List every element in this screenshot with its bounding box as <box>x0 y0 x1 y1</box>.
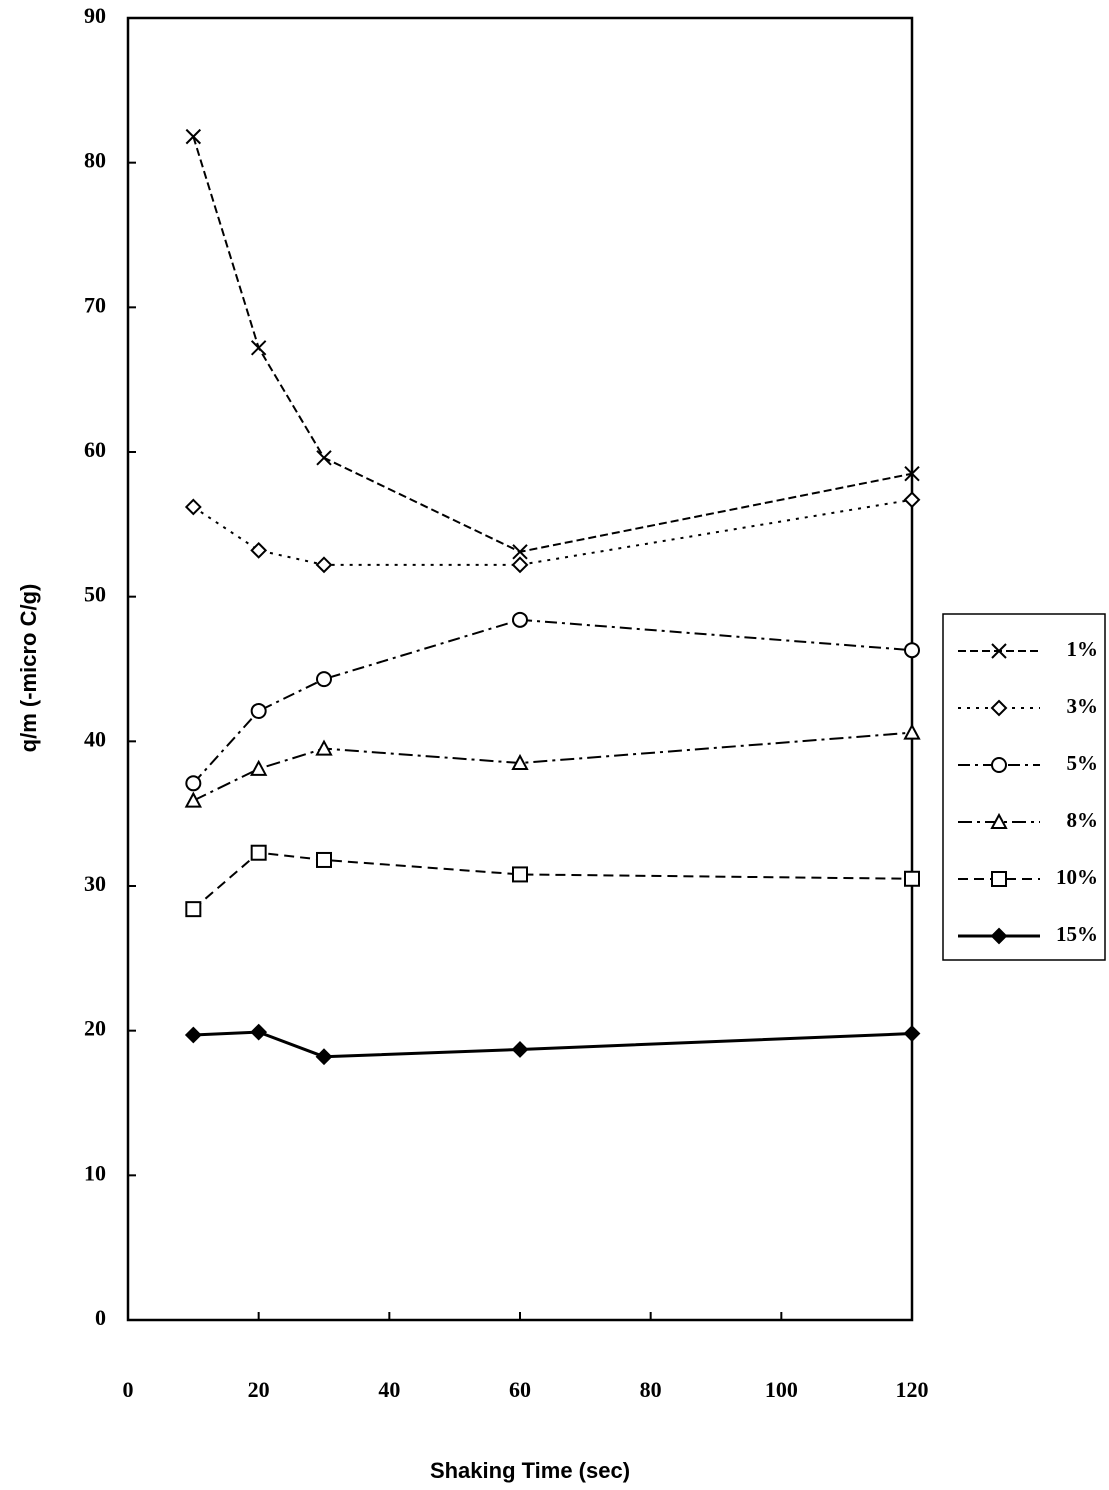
point <box>252 1025 266 1039</box>
point <box>905 493 919 507</box>
point <box>186 776 200 790</box>
point <box>905 1027 919 1041</box>
series-line <box>193 500 912 565</box>
point <box>317 558 331 572</box>
series-line <box>193 853 912 909</box>
y-tick-label: 70 <box>84 292 106 317</box>
point <box>252 704 266 718</box>
y-tick-label: 80 <box>84 148 106 173</box>
point <box>905 726 919 739</box>
y-tick-label: 40 <box>84 726 106 751</box>
point <box>317 672 331 686</box>
point <box>252 762 266 775</box>
legend-marker <box>992 758 1006 772</box>
legend-label: 10% <box>1056 865 1098 889</box>
legend-label: 8% <box>1067 808 1099 832</box>
point <box>317 451 331 465</box>
legend-marker <box>992 701 1006 715</box>
point <box>252 543 266 557</box>
y-tick-label: 30 <box>84 871 106 896</box>
x-tick-label: 100 <box>765 1377 798 1402</box>
point <box>252 341 266 355</box>
x-tick-label: 80 <box>640 1377 662 1402</box>
point <box>317 1050 331 1064</box>
legend-label: 15% <box>1056 922 1098 946</box>
series-line <box>193 1032 912 1057</box>
y-tick-label: 60 <box>84 437 106 462</box>
point <box>252 846 266 860</box>
x-tick-label: 120 <box>896 1377 929 1402</box>
plot-frame <box>128 18 912 1320</box>
y-tick-label: 20 <box>84 1016 106 1041</box>
point <box>513 867 527 881</box>
point <box>905 872 919 886</box>
y-tick-label: 90 <box>84 3 106 28</box>
legend-box <box>943 614 1105 960</box>
y-axis-title: q/m (-micro C/g) <box>16 584 41 753</box>
x-axis-title: Shaking Time (sec) <box>430 1458 630 1483</box>
point <box>513 613 527 627</box>
point <box>186 1028 200 1042</box>
point <box>513 558 527 572</box>
legend-label: 3% <box>1067 694 1099 718</box>
point <box>905 643 919 657</box>
point <box>186 500 200 514</box>
point <box>186 794 200 807</box>
y-tick-label: 10 <box>84 1160 106 1185</box>
point <box>186 130 200 144</box>
series-line <box>193 137 912 552</box>
point <box>317 853 331 867</box>
chart: Shaking Time (sec) q/m (-micro C/g) 0 10 2… <box>0 0 1109 1490</box>
series-line <box>193 733 912 801</box>
series-line <box>193 620 912 783</box>
x-tick-label: 20 <box>248 1377 270 1402</box>
legend-label: 5% <box>1067 751 1099 775</box>
point <box>513 1042 527 1056</box>
x-tick-label: 40 <box>378 1377 400 1402</box>
x-tick-label: 60 <box>509 1377 531 1402</box>
x-tick-label: 0 <box>123 1377 134 1402</box>
legend-label: 1% <box>1067 637 1099 661</box>
y-tick-label: 0 <box>95 1305 106 1330</box>
legend-marker <box>992 872 1006 886</box>
point <box>186 902 200 916</box>
legend-marker <box>992 929 1006 943</box>
y-tick-label: 50 <box>84 582 106 607</box>
